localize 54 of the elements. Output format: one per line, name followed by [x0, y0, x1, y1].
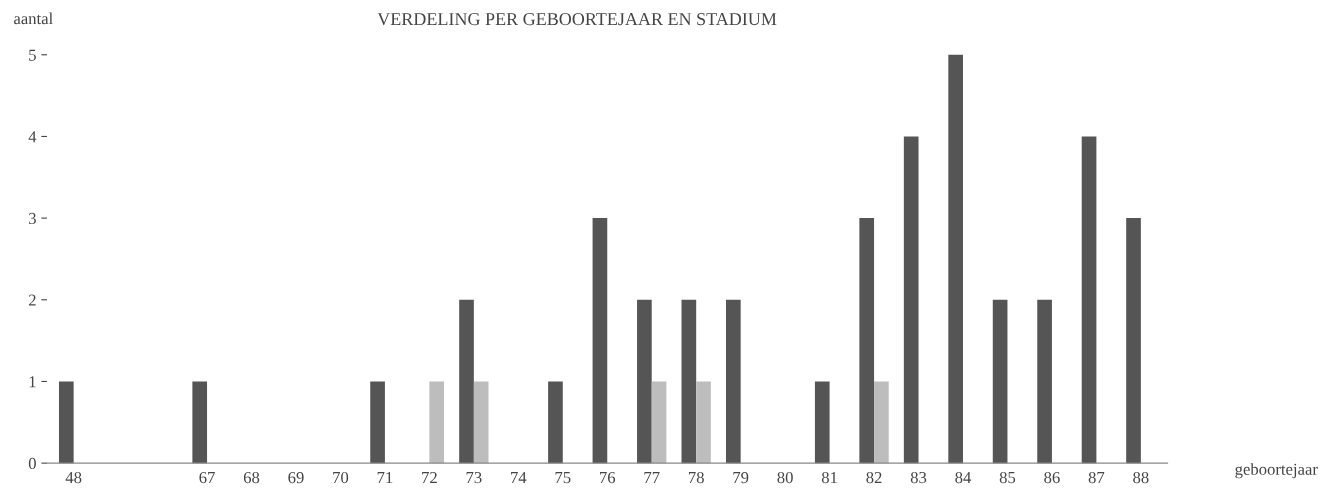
bar — [192, 381, 208, 464]
x-tick-label: 86 — [1044, 471, 1060, 484]
bar — [1126, 218, 1141, 464]
x-tick-label: 48 — [65, 471, 82, 484]
bar — [637, 299, 652, 464]
bar — [948, 54, 963, 464]
x-tick-label: 84 — [955, 471, 972, 484]
bar — [58, 381, 74, 464]
x-tick-label: 69 — [288, 472, 304, 484]
y-tick-label: 5 — [29, 49, 36, 61]
bar — [814, 381, 830, 464]
x-tick-label: 78 — [688, 471, 704, 484]
y-tick-label: 4 — [28, 131, 37, 143]
x-tick-label: 68 — [243, 471, 260, 484]
x-tick-label: 76 — [600, 472, 616, 484]
bar — [592, 218, 608, 464]
x-tick-label: 74 — [511, 472, 527, 484]
x-tick-label: 72 — [422, 472, 437, 484]
chart-title: VERDELING PER GEBOORTEJAAR EN STADIUM — [377, 13, 777, 26]
bar — [1081, 136, 1097, 464]
bar — [370, 381, 385, 464]
bar — [473, 381, 489, 464]
x-tick-label: 80 — [777, 471, 793, 484]
bar — [874, 381, 889, 464]
x-tick-label: 73 — [466, 472, 482, 484]
bar — [459, 299, 474, 464]
y-axis-title: aantal — [14, 12, 53, 25]
y-tick-label: 1 — [29, 376, 36, 388]
bar — [548, 381, 563, 464]
x-tick-label: 77 — [644, 472, 660, 484]
x-tick-label: 87 — [1088, 471, 1105, 484]
bar — [992, 299, 1008, 464]
x-tick-label: 71 — [377, 472, 393, 484]
x-axis-title: geboortejaar — [1235, 463, 1318, 479]
bar — [429, 381, 445, 464]
bar — [903, 136, 919, 464]
x-tick-label: 70 — [333, 471, 349, 484]
bar — [859, 218, 875, 464]
x-tick-label: 88 — [1133, 471, 1149, 484]
y-tick-label: 0 — [28, 457, 36, 470]
x-tick-label: 83 — [910, 471, 927, 484]
y-tick-label: 2 — [28, 294, 36, 306]
bar — [681, 299, 697, 464]
bar — [1037, 299, 1052, 464]
bar — [696, 381, 711, 464]
y-tick-label: 3 — [29, 212, 36, 225]
x-tick-label: 79 — [733, 472, 749, 484]
bar — [725, 299, 741, 464]
x-tick-label: 81 — [821, 471, 837, 484]
x-tick-label: 75 — [555, 472, 571, 484]
x-tick-label: 82 — [866, 471, 882, 484]
bar — [651, 381, 667, 464]
x-tick-label: 85 — [999, 471, 1016, 484]
x-tick-label: 67 — [199, 472, 215, 484]
